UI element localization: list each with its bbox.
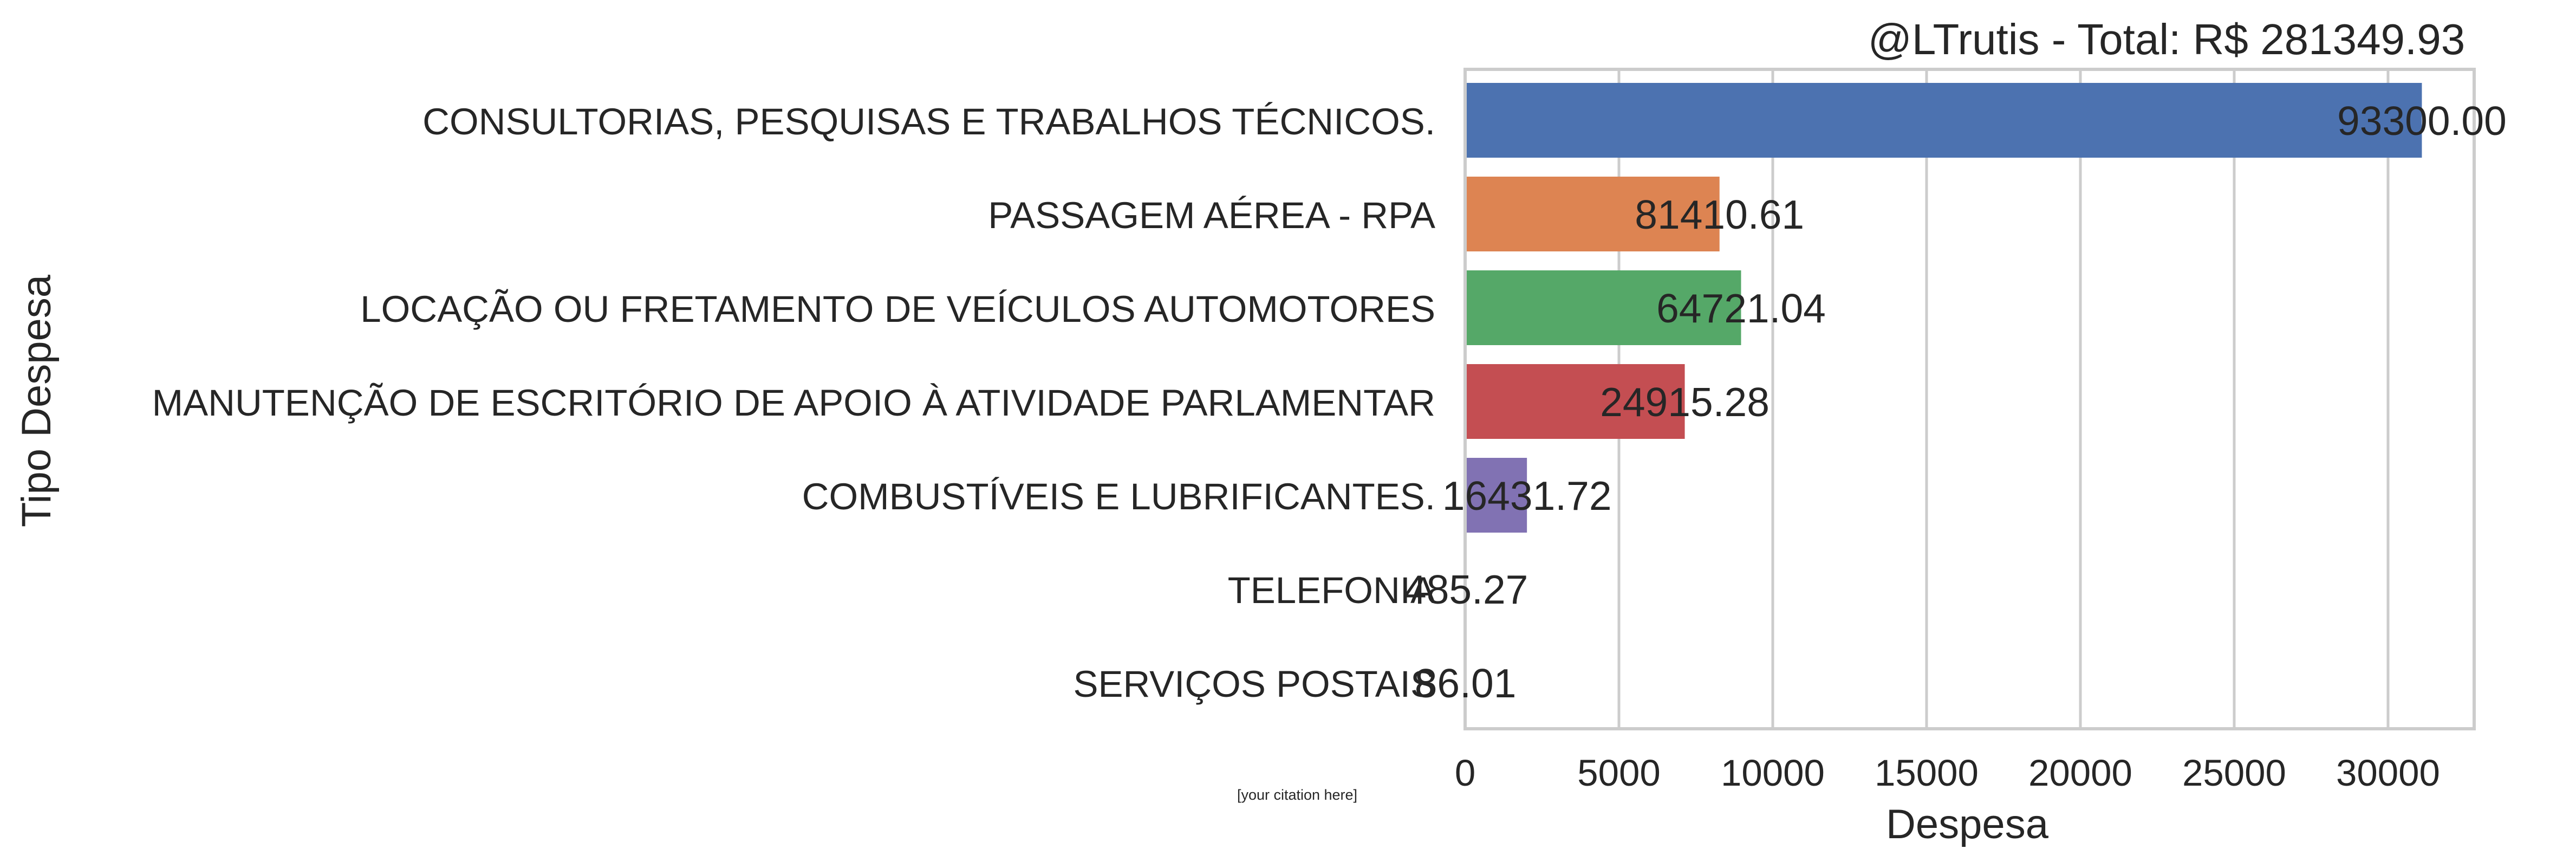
bar-3 xyxy=(1465,364,1685,439)
data-label-2: 64721.04 xyxy=(1656,286,1826,331)
x-tick-label-6: 30000 xyxy=(2336,752,2440,794)
x-tick-label-5: 25000 xyxy=(2182,752,2286,794)
category-label-3: MANUTENÇÃO DE ESCRITÓRIO DE APOIO À ATIV… xyxy=(152,382,1435,424)
x-tick-label-0: 0 xyxy=(1455,752,1475,794)
y-axis-label: Tipo Despesa xyxy=(14,274,60,527)
bar-1 xyxy=(1465,177,1720,251)
bar-4 xyxy=(1465,458,1527,533)
data-label-4: 16431.72 xyxy=(1442,473,1612,519)
labels: CONSULTORIAS, PESQUISAS E TRABALHOS TÉCN… xyxy=(152,98,2507,794)
category-label-0: CONSULTORIAS, PESQUISAS E TRABALHOS TÉCN… xyxy=(422,101,1435,142)
x-tick-label-4: 20000 xyxy=(2028,752,2132,794)
x-tick-label-2: 10000 xyxy=(1721,752,1825,794)
category-label-5: TELEFONIA xyxy=(1228,569,1435,611)
category-label-2: LOCAÇÃO OU FRETAMENTO DE VEÍCULOS AUTOMO… xyxy=(360,288,1435,330)
bar-2 xyxy=(1465,270,1741,345)
bar-0 xyxy=(1465,83,2422,158)
category-label-1: PASSAGEM AÉREA - RPA xyxy=(988,195,1435,236)
x-tick-label-3: 15000 xyxy=(1875,752,1979,794)
plot-frame xyxy=(1463,68,2476,730)
data-label-6: 86.01 xyxy=(1415,660,1517,706)
data-label-5: 485.27 xyxy=(1404,567,1528,612)
chart-title: @LTrutis - Total: R$ 281349.93 xyxy=(1868,15,2466,63)
data-label-3: 24915.28 xyxy=(1600,379,1770,425)
category-label-6: SERVIÇOS POSTAIS xyxy=(1074,663,1435,705)
x-axis-label: Despesa xyxy=(1886,801,2049,847)
category-label-4: COMBUSTÍVEIS E LUBRIFICANTES. xyxy=(802,476,1435,517)
bars xyxy=(1465,83,2422,720)
data-label-0: 93300.00 xyxy=(2337,98,2507,144)
data-label-1: 81410.61 xyxy=(1635,192,1804,237)
citation-text: [your citation here] xyxy=(1237,787,1357,803)
x-tick-label-1: 5000 xyxy=(1577,752,1661,794)
